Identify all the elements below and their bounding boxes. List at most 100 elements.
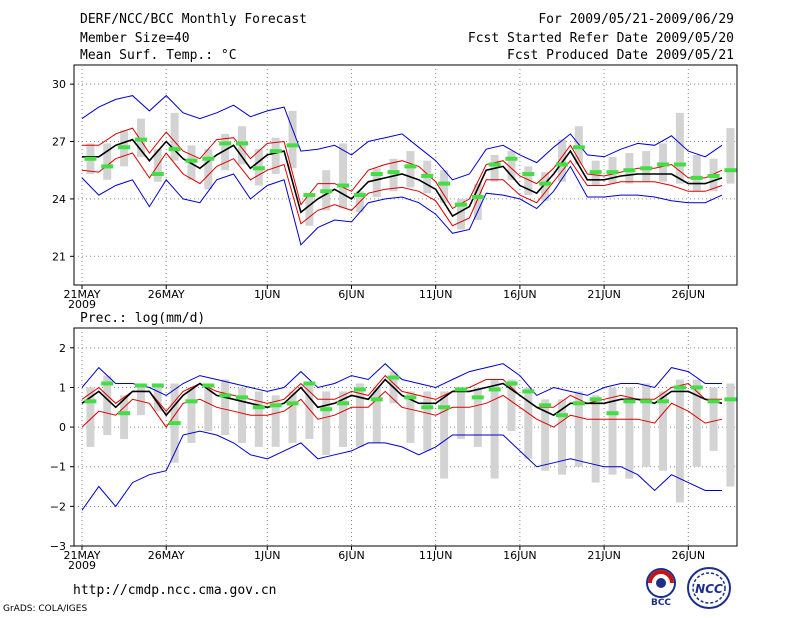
- range-bar: [271, 395, 280, 447]
- observation-marker: [522, 172, 535, 177]
- y-tick-label: 1: [59, 381, 66, 394]
- range-bar: [642, 383, 651, 467]
- observation-marker: [370, 397, 383, 402]
- y-tick-label: 0: [59, 421, 66, 434]
- observation-marker: [421, 173, 434, 178]
- range-bar: [120, 395, 129, 439]
- observation-marker: [168, 147, 181, 152]
- x-tick-year-label: 2009: [68, 298, 96, 311]
- x-tick-label: 16JUN: [503, 288, 537, 301]
- range-bar: [726, 383, 735, 487]
- observation-marker: [505, 156, 518, 161]
- series-line-upper-spread: [81, 374, 722, 412]
- x-tick-label: 21MAY: [64, 288, 101, 301]
- range-bar: [86, 387, 95, 447]
- range-bar: [423, 391, 432, 451]
- range-bar: [187, 387, 196, 443]
- observation-marker: [337, 401, 350, 406]
- range-bar: [288, 391, 297, 443]
- observation-marker: [286, 401, 299, 406]
- y-tick-label: −3: [50, 540, 66, 553]
- bcc-logo-text: BCC: [651, 598, 671, 608]
- observation-marker: [134, 383, 147, 388]
- range-bar: [675, 112, 684, 184]
- observation-marker: [606, 170, 619, 175]
- range-bar: [136, 383, 145, 416]
- range-bar: [103, 375, 112, 436]
- x-tick-label: 6JUN: [338, 549, 365, 562]
- x-tick-label: 11JUN: [419, 549, 453, 562]
- observation-marker: [471, 195, 484, 199]
- series-line-lower-envelope: [81, 165, 723, 246]
- observation-marker: [707, 173, 720, 178]
- observation-marker: [572, 145, 585, 150]
- range-bar: [406, 391, 415, 443]
- ncc-logo-text: NCC: [695, 582, 723, 596]
- observation-marker: [606, 411, 619, 416]
- precip-panel-title: Prec.: log(mm/d): [80, 311, 206, 326]
- plot-frame: [73, 64, 738, 286]
- y-tick-label: 30: [52, 78, 66, 91]
- y-tick-label: −2: [50, 500, 66, 513]
- variable-label: Mean Surf. Temp.: °C: [80, 48, 237, 63]
- observation-marker: [589, 170, 602, 175]
- observation-marker: [707, 399, 720, 404]
- observation-marker: [118, 145, 131, 150]
- observation-marker: [623, 168, 636, 173]
- observation-marker: [387, 170, 400, 175]
- observation-marker: [202, 156, 215, 161]
- forecast-start-date: Fcst Started Refer Date 2009/05/20: [467, 31, 734, 46]
- observation-marker: [151, 172, 164, 177]
- range-bar: [524, 166, 533, 196]
- x-tick-label: 26MAY: [148, 288, 185, 301]
- range-bar: [473, 387, 482, 447]
- x-tick-label: 21MAY: [64, 549, 101, 562]
- range-bar: [473, 183, 482, 220]
- range-bar: [490, 379, 499, 479]
- range-bar: [456, 387, 465, 439]
- series-line-ensemble-mean: [81, 378, 723, 417]
- observation-marker: [589, 397, 602, 402]
- observation-marker: [370, 172, 383, 177]
- range-bar: [507, 151, 516, 180]
- observation-marker: [556, 162, 568, 167]
- observation-marker: [303, 381, 316, 386]
- observation-marker: [404, 395, 417, 400]
- range-bar: [372, 387, 381, 443]
- observation-marker: [454, 387, 467, 392]
- range-bar: [355, 383, 364, 447]
- range-bar: [288, 110, 297, 169]
- observation-marker: [572, 401, 585, 406]
- forecast-produced-date: Fcst Produced Date 2009/05/21: [507, 48, 734, 63]
- observation-marker: [185, 158, 198, 163]
- y-tick-label: 2: [59, 342, 66, 355]
- observation-marker: [404, 164, 417, 169]
- observation-marker: [303, 193, 316, 198]
- observation-marker: [556, 413, 568, 418]
- range-bar: [659, 391, 668, 471]
- observation-marker: [269, 149, 282, 154]
- observation-marker: [539, 403, 552, 408]
- x-tick-label: 1JUN: [254, 288, 281, 301]
- source-url[interactable]: http://cmdp.ncc.cma.gov.cn: [73, 583, 277, 598]
- observation-marker: [522, 389, 535, 394]
- x-tick-label: 11JUN: [419, 288, 453, 301]
- range-bar: [608, 387, 617, 475]
- observation-marker: [488, 162, 501, 167]
- observation-marker: [438, 405, 451, 410]
- x-tick-label: 26MAY: [148, 549, 185, 562]
- range-bar: [170, 112, 179, 161]
- observation-marker: [353, 387, 366, 392]
- range-bar: [103, 143, 112, 180]
- range-bar: [339, 143, 348, 209]
- observation-marker: [673, 385, 686, 390]
- x-tick-label: 26JUN: [672, 288, 706, 301]
- range-bar: [574, 391, 583, 467]
- range-bar: [524, 387, 533, 459]
- range-bar: [440, 170, 449, 203]
- observation-marker: [168, 421, 181, 426]
- range-bar: [254, 391, 263, 447]
- observation-marker: [421, 405, 434, 410]
- observation-marker: [690, 175, 703, 180]
